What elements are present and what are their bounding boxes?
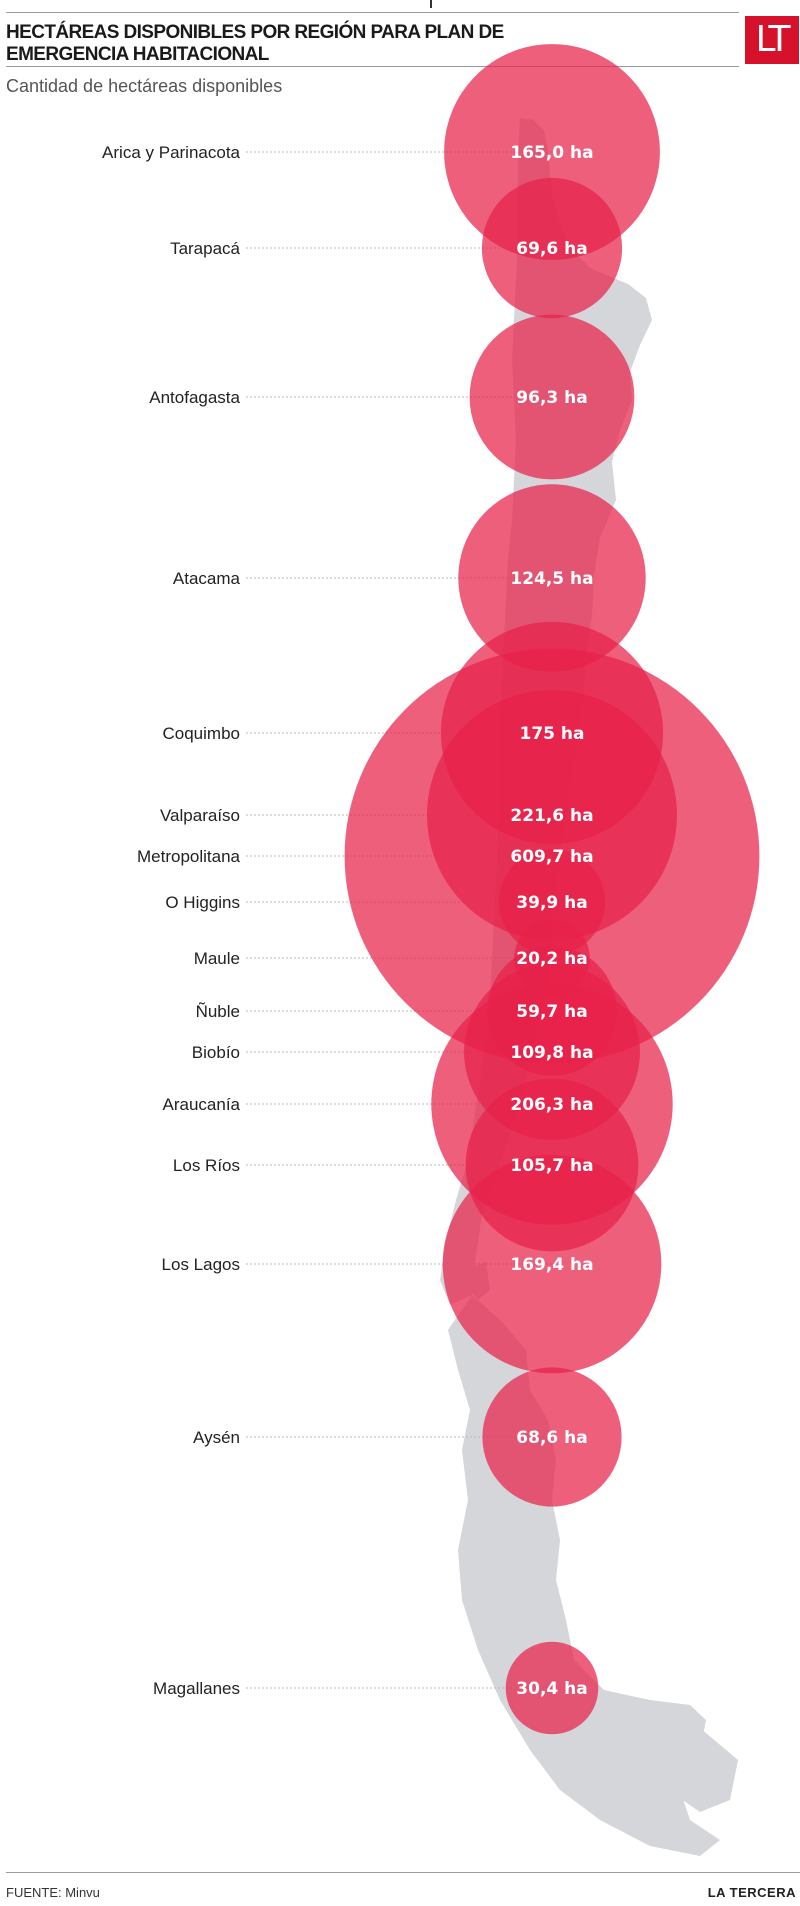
value-label-aysen: 68,6 ha [516, 1428, 587, 1448]
region-label-antofagasta: Antofagasta [149, 388, 240, 407]
region-label-nuble: Ñuble [196, 1002, 240, 1021]
value-label-los-rios: 105,7 ha [510, 1156, 593, 1176]
region-label-magallanes: Magallanes [153, 1679, 240, 1698]
region-label-aysen: Aysén [193, 1428, 240, 1447]
tierra-del-fuego [640, 1728, 738, 1812]
region-label-valparaiso: Valparaíso [160, 806, 240, 825]
region-label-metropolitana: Metropolitana [137, 847, 241, 866]
value-label-magallanes: 30,4 ha [516, 1679, 587, 1699]
value-label-atacama: 124,5 ha [510, 569, 593, 589]
region-label-coquimbo: Coquimbo [163, 724, 241, 743]
bubble-o-higgins [498, 848, 606, 956]
bubble-aysen [482, 1367, 622, 1507]
region-label-atacama: Atacama [173, 569, 241, 588]
bubble-tarapaca [481, 177, 623, 319]
region-label-maule: Maule [194, 949, 240, 968]
chart-subtitle: Cantidad de hectáreas disponibles [6, 76, 283, 96]
region-label-o-higgins: O Higgins [165, 893, 240, 912]
bubble-atacama [458, 484, 646, 672]
bubble-magallanes [505, 1641, 599, 1735]
value-label-tarapaca: 69,6 ha [516, 239, 587, 259]
bubble-los-lagos [442, 1154, 662, 1374]
top-rule [6, 12, 739, 13]
value-label-araucania: 206,3 ha [510, 1095, 593, 1115]
value-label-o-higgins: 39,9 ha [516, 893, 587, 913]
value-label-maule: 20,2 ha [516, 949, 587, 969]
source-note: FUENTE: Minvu [6, 1885, 100, 1900]
region-label-los-rios: Los Ríos [173, 1156, 240, 1175]
region-label-los-lagos: Los Lagos [162, 1255, 240, 1274]
chart-title: HECTÁREAS DISPONIBLES POR REGIÓN PARA PL… [6, 22, 504, 65]
value-label-arica-y-parinacota: 165,0 ha [510, 143, 593, 163]
bubble-series [344, 44, 760, 1735]
value-label-antofagasta: 96,3 ha [516, 388, 587, 408]
brand-name: LA TERCERA [707, 1885, 796, 1900]
value-label-los-lagos: 169,4 ha [510, 1255, 593, 1275]
region-label-biobio: Biobío [192, 1043, 240, 1062]
region-labels: Arica y Parinacota Tarapacá Antofagasta Ata… [102, 143, 240, 1698]
region-label-tarapaca: Tarapacá [170, 239, 240, 258]
value-label-coquimbo: 175 ha [520, 724, 585, 744]
value-labels: 165,0 ha 69,6 ha 96,3 ha 124,5 ha 175 ha 221,… [510, 143, 593, 1699]
value-label-biobio: 109,8 ha [510, 1043, 593, 1063]
la-tercera-logo: LT [745, 16, 799, 64]
region-label-araucania: Araucanía [163, 1095, 241, 1114]
value-label-metropolitana: 609,7 ha [510, 847, 593, 867]
bottom-rule [6, 1872, 800, 1873]
value-label-nuble: 59,7 ha [516, 1002, 587, 1022]
title-rule [6, 66, 739, 67]
value-label-valparaiso: 221,6 ha [510, 806, 593, 826]
bubble-antofagasta [469, 314, 635, 480]
region-label-arica-y-parinacota: Arica y Parinacota [102, 143, 240, 162]
top-tick-mark [430, 0, 432, 8]
